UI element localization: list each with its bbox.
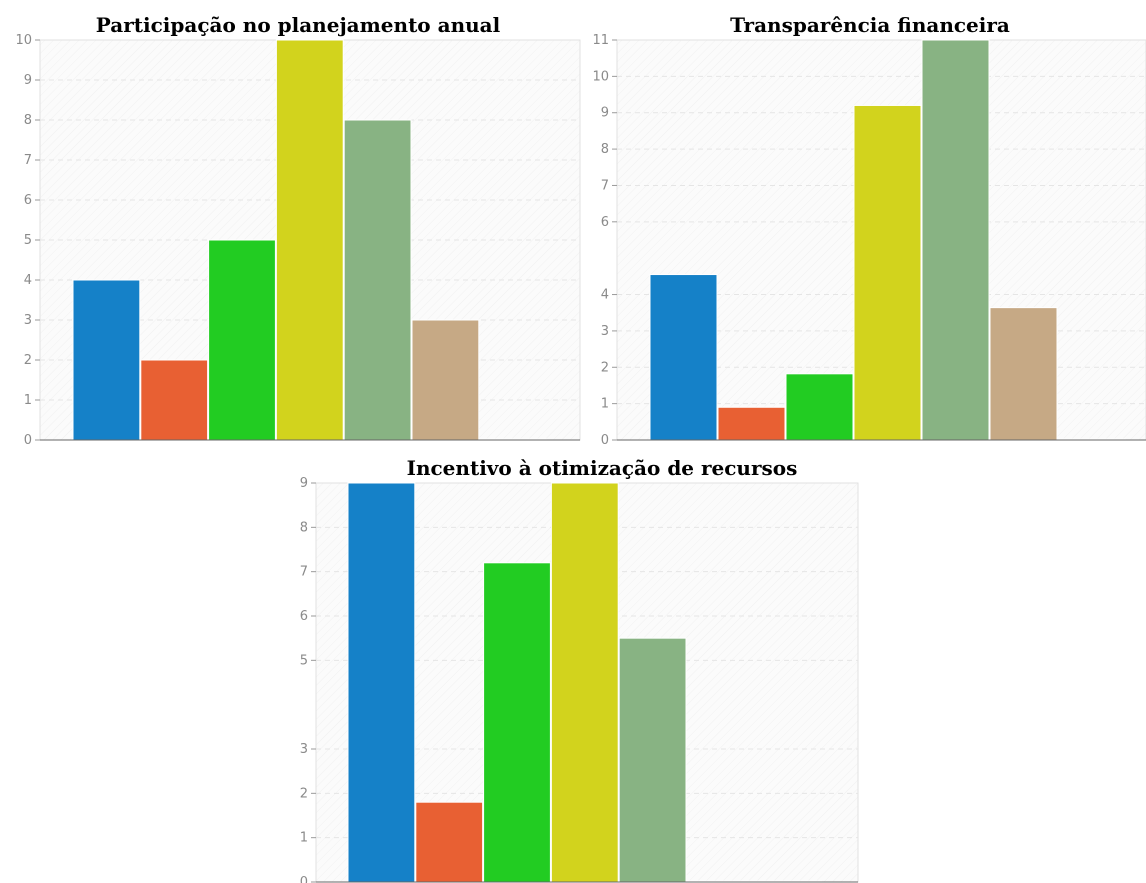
bar [921,39,990,441]
y-tick-label: 9 [601,106,609,121]
y-tick-label: 3 [300,742,308,757]
y-tick-label: 10 [592,69,609,84]
y-tick-label: 2 [601,360,609,375]
y-tick-label: 0 [300,875,308,883]
y-tick-label: 0 [24,433,32,448]
y-tick-label: 8 [24,113,32,128]
y-tick-label: 10 [15,33,32,48]
bar [343,119,412,441]
y-tick-label: 9 [24,73,32,88]
y-tick-label: 7 [300,565,308,580]
bar [275,39,344,441]
y-tick-label: 11 [592,33,609,48]
y-tick-label: 6 [601,215,609,230]
chart-title: Transparência financeira [730,13,1010,37]
bar [989,307,1058,441]
bar [717,406,786,441]
y-tick-label: 3 [601,324,609,339]
chart-title: Participação no planejamento anual [95,13,501,37]
y-tick-label: 0 [601,433,609,448]
y-tick-label: 6 [24,193,32,208]
bar [550,482,619,883]
bar [415,801,484,883]
bar [853,104,922,441]
bar [483,562,551,883]
bar [411,319,480,441]
y-tick-label: 6 [300,609,308,624]
bar [785,373,854,441]
y-tick-label: 8 [601,142,609,157]
y-tick-label: 2 [300,786,308,801]
bar [208,239,276,441]
y-tick-label: 7 [24,153,32,168]
bar [618,637,687,883]
y-tick-label: 3 [24,313,32,328]
y-tick-label: 1 [24,393,32,408]
y-tick-label: 7 [601,178,609,193]
y-tick-label: 4 [24,273,32,288]
y-tick-label: 8 [300,520,308,535]
y-tick-label: 5 [300,653,308,668]
y-tick-label: 4 [601,288,609,303]
y-tick-label: 1 [300,831,308,846]
bar [347,482,416,883]
y-tick-label: 2 [24,353,32,368]
y-tick-label: 1 [601,397,609,412]
bar [649,274,718,441]
y-tick-label: 5 [24,233,32,248]
y-tick-label: 9 [300,476,308,491]
chart-title: Incentivo à otimização de recursos [406,456,798,480]
